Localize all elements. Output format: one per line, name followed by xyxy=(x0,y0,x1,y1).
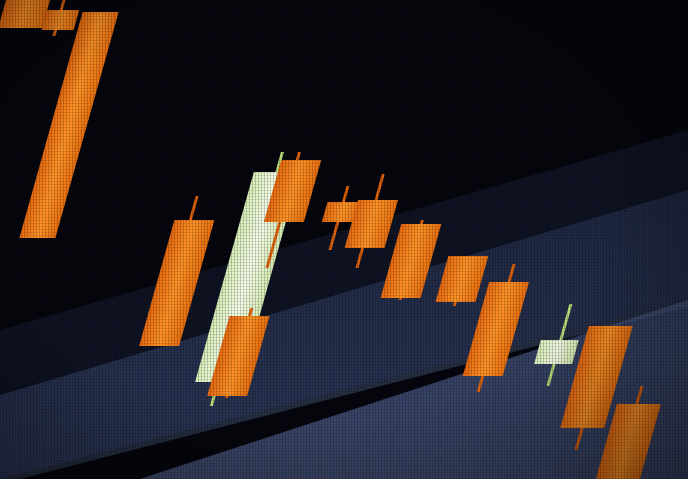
candle-bearish xyxy=(594,386,661,479)
candle-bearish xyxy=(462,264,530,392)
background-band-edge xyxy=(0,300,688,479)
candle-bearish xyxy=(0,0,53,28)
candle-bearish xyxy=(139,196,215,346)
candle-bearish xyxy=(560,326,633,450)
candle-bearish xyxy=(19,12,119,238)
candle-bearish xyxy=(41,0,80,36)
candle-bearish xyxy=(263,152,322,268)
candle-bearish xyxy=(344,174,398,268)
candle-bearish xyxy=(207,308,270,398)
candle-bullish xyxy=(534,304,579,386)
candle-bearish xyxy=(435,256,489,306)
background-band-middle xyxy=(0,190,688,479)
candle-bearish xyxy=(321,186,364,250)
candle-bearish xyxy=(380,220,442,300)
